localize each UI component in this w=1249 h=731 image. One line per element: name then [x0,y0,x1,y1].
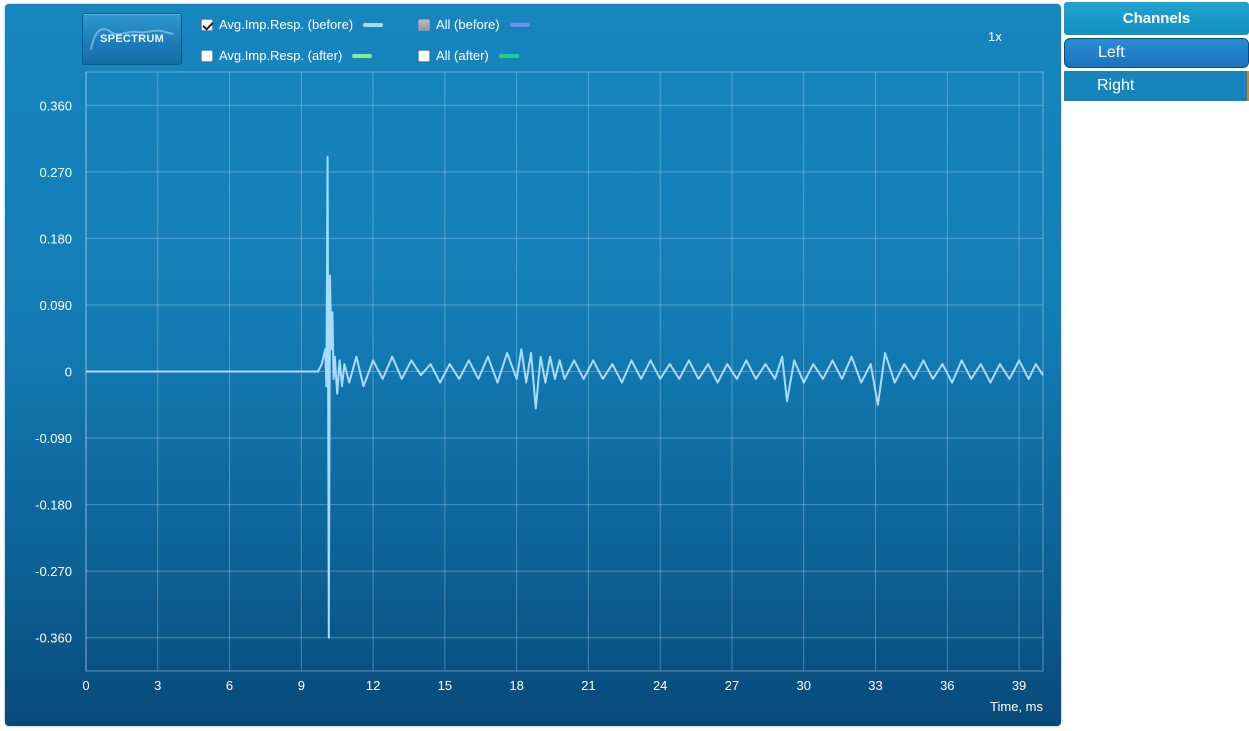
zoom-level[interactable]: 1x [988,29,1002,44]
spectrum-label: SPECTRUM [99,33,165,45]
legend-label: Avg.Imp.Resp. (after) [219,48,343,63]
x-tick-label: 3 [154,678,161,693]
x-tick-label: 27 [725,678,739,693]
x-tick-label: 9 [298,678,305,693]
legend-label: All (before) [436,17,500,32]
spectrum-button[interactable]: SPECTRUM [82,13,182,65]
legend-swatch [509,22,530,27]
x-tick-label: 39 [1012,678,1026,693]
x-tick-label: 0 [82,678,89,693]
y-tick-label: -0.360 [35,631,72,646]
checkbox[interactable] [418,18,430,31]
channels-title: Channels [1064,2,1249,35]
channels-panel: Channels Left Right [1064,2,1249,101]
legend-all-before[interactable]: All (before) [418,17,530,32]
x-tick-label: 36 [940,678,954,693]
impulse-response-chart[interactable]: 0.360 0.270 0.180 0.090 0 -0.090 -0.180 -0.270 -… [0,0,1062,731]
x-axis-label: Time, ms [990,699,1043,714]
x-tick-label: 33 [868,678,882,693]
y-tick-label: -0.270 [35,564,72,579]
x-tick-label: 30 [797,678,811,693]
y-tick-label: -0.090 [35,431,72,446]
legend-label: Avg.Imp.Resp. (before) [219,17,354,32]
spectrum-curve-icon [90,28,174,51]
x-tick-label: 24 [653,678,667,693]
x-tick-label: 18 [509,678,523,693]
y-tick-label: 0 [65,365,72,380]
x-tick-label: 12 [366,678,380,693]
channel-item-left[interactable]: Left [1064,38,1249,68]
channel-item-right[interactable]: Right [1064,71,1249,101]
legend-swatch [363,22,384,27]
y-tick-label: 0.360 [39,98,72,113]
series-line [86,156,1044,639]
checkbox[interactable] [418,49,430,62]
y-tick-label: -0.180 [35,498,72,513]
x-tick-label: 21 [581,678,595,693]
checkbox[interactable] [201,18,213,31]
legend-all-after[interactable]: All (after) [418,48,519,63]
legend-swatch [498,53,519,58]
y-tick-label: 0.090 [39,298,72,313]
legend-avg-before[interactable]: Avg.Imp.Resp. (before) [201,17,384,32]
y-tick-label: 0.270 [39,165,72,180]
y-tick-label: 0.180 [39,231,72,246]
legend-avg-after[interactable]: Avg.Imp.Resp. (after) [201,48,373,63]
legend-label: All (after) [436,48,489,63]
x-tick-label: 15 [438,678,452,693]
checkbox[interactable] [201,49,213,62]
x-tick-label: 6 [226,678,233,693]
legend-swatch [352,53,373,58]
